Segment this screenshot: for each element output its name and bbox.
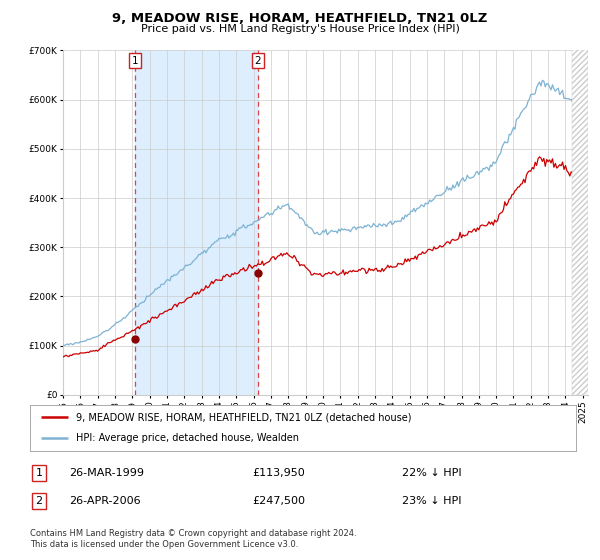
Text: HPI: Average price, detached house, Wealden: HPI: Average price, detached house, Weal… xyxy=(76,433,299,444)
Text: Price paid vs. HM Land Registry's House Price Index (HPI): Price paid vs. HM Land Registry's House … xyxy=(140,24,460,34)
Text: 9, MEADOW RISE, HORAM, HEATHFIELD, TN21 0LZ: 9, MEADOW RISE, HORAM, HEATHFIELD, TN21 … xyxy=(112,12,488,25)
Text: Contains HM Land Registry data © Crown copyright and database right 2024.
This d: Contains HM Land Registry data © Crown c… xyxy=(30,529,356,549)
Text: 2: 2 xyxy=(35,496,43,506)
Bar xyxy=(135,50,258,395)
Text: 26-APR-2006: 26-APR-2006 xyxy=(69,496,140,506)
Text: 22% ↓ HPI: 22% ↓ HPI xyxy=(402,468,461,478)
Text: 9, MEADOW RISE, HORAM, HEATHFIELD, TN21 0LZ (detached house): 9, MEADOW RISE, HORAM, HEATHFIELD, TN21 … xyxy=(76,412,412,422)
Text: 2: 2 xyxy=(254,55,261,66)
Text: 23% ↓ HPI: 23% ↓ HPI xyxy=(402,496,461,506)
Text: 26-MAR-1999: 26-MAR-1999 xyxy=(69,468,144,478)
Text: 1: 1 xyxy=(35,468,43,478)
Bar xyxy=(572,50,588,395)
Text: £247,500: £247,500 xyxy=(252,496,305,506)
Text: £113,950: £113,950 xyxy=(252,468,305,478)
Bar xyxy=(583,50,592,395)
Text: 1: 1 xyxy=(132,55,139,66)
